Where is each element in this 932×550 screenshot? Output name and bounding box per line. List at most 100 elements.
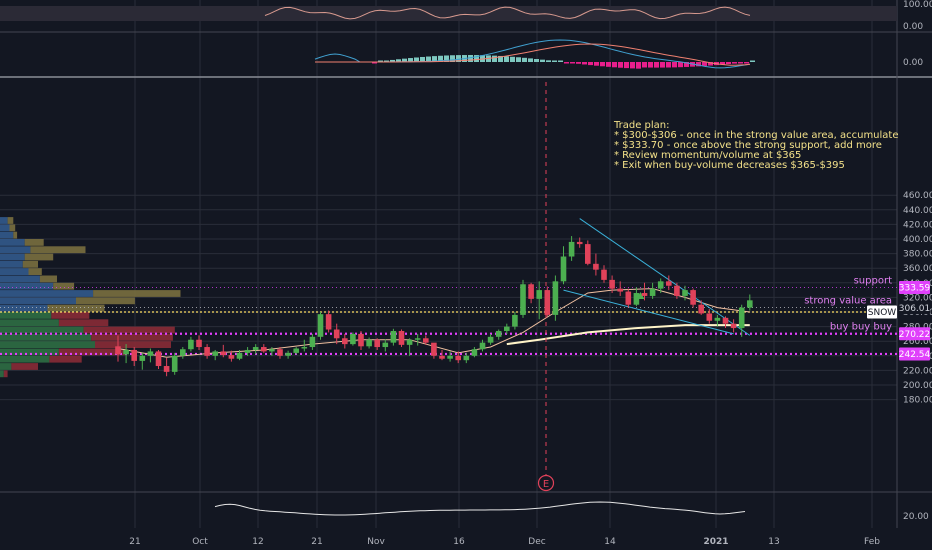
macd-histogram-bar: [606, 62, 611, 67]
macd-histogram-bar: [564, 62, 569, 64]
price-axis-tick: 200.00: [903, 381, 932, 391]
candle-body: [261, 347, 267, 352]
trade-plan-line-3: * Review momentum/volume at $365: [614, 150, 801, 161]
wedge-upper-line: [579, 218, 751, 336]
macd-histogram-bar: [582, 62, 587, 65]
candle-body: [390, 330, 397, 343]
candle-body: [131, 349, 137, 361]
volume-profile-down-bar: [24, 239, 44, 246]
candle-body: [536, 290, 542, 299]
volume-profile-up-bar: [0, 348, 59, 356]
candle-body: [398, 330, 405, 345]
volume-profile-up-bar: [0, 260, 23, 268]
candle-body: [301, 347, 308, 349]
candle-body: [560, 256, 567, 282]
candle-body: [277, 349, 283, 356]
rsi-line: [264, 6, 751, 20]
price-axis-tick: 380.00: [903, 250, 932, 260]
candle-body: [576, 241, 583, 245]
volume-profile-down-bar: [58, 319, 109, 327]
macd-histogram-bar: [444, 55, 449, 62]
earnings-marker[interactable]: E: [537, 82, 555, 492]
macd-histogram-bar: [510, 56, 515, 62]
macd-histogram-bar: [636, 62, 641, 69]
time-axis-tick: 16: [453, 537, 465, 547]
macd-histogram-bar: [612, 62, 617, 68]
volume-profile-up-bar: [0, 268, 29, 275]
macd-histogram-bar: [492, 55, 497, 62]
candle-body: [528, 284, 534, 299]
macd-axis-tick: 0.00: [903, 58, 923, 68]
candle-body: [657, 281, 664, 289]
volume-profile: [0, 217, 181, 378]
earnings-marker-circle[interactable]: [537, 474, 555, 492]
candle-body: [155, 351, 162, 367]
trade-plan-line-2: * $333.70 - once above the strong suppor…: [614, 140, 882, 151]
price-axis-tick: 460.00: [903, 191, 932, 201]
candlestick-series[interactable]: [115, 236, 753, 377]
volume-profile-down-bar: [47, 304, 105, 312]
candle-body: [366, 339, 372, 347]
volume-profile-down-bar: [76, 297, 135, 305]
macd-histogram-bar: [624, 62, 629, 69]
level-badge-text-0: 333.59: [899, 284, 931, 294]
macd-histogram-bar: [720, 62, 725, 65]
volume-profile-down-bar: [49, 355, 82, 363]
volume-profile-up-bar: [0, 239, 25, 246]
candle-body: [374, 339, 380, 348]
trade-plan-note: Trade plan: * $300-$306 - once in the st…: [613, 120, 899, 171]
candle-body: [641, 293, 648, 296]
macd-histogram-bar: [450, 55, 455, 62]
macd-histogram-bar: [498, 55, 503, 62]
level-badge-4: [899, 347, 930, 361]
volume-profile-up-bar: [0, 290, 94, 297]
macd-histogram-bar: [660, 62, 665, 68]
level-badge-text-4: 242.54: [899, 350, 931, 360]
price-axis-tick: 260.00: [903, 337, 932, 347]
volume-profile-up-bar: [0, 282, 54, 290]
level-badge-3: [899, 327, 930, 341]
macd-histogram-bar: [708, 62, 713, 66]
candle-body: [196, 339, 202, 348]
candle-body: [212, 351, 218, 356]
candle-body: [180, 349, 186, 356]
candle-body: [317, 314, 324, 337]
macd-histogram-bar: [738, 62, 743, 64]
level-label-1: strong value area: [804, 296, 892, 307]
candle-body: [285, 352, 291, 356]
candle-body: [163, 366, 170, 372]
volume-profile-up-bar: [0, 341, 95, 348]
candle-body: [333, 329, 340, 339]
candle-body: [139, 355, 146, 361]
macd-histogram-bar: [648, 62, 653, 68]
time-axis-tick: 13: [768, 537, 779, 547]
volume-profile-up-bar: [0, 370, 4, 378]
candle-body: [123, 349, 129, 355]
macd-panel: [314, 39, 755, 69]
volume-profile-down-bar: [58, 348, 126, 356]
candle-body: [325, 314, 332, 330]
volume-profile-down-bar: [30, 246, 86, 254]
volume-profile-down-bar: [9, 224, 16, 232]
volume-profile-down-bar: [83, 326, 175, 334]
trade-plan-title: Trade plan:: [613, 120, 670, 131]
candle-body: [244, 349, 251, 353]
macd-signal-line: [315, 43, 751, 66]
volume-profile-down-bar: [53, 282, 75, 290]
candle-body: [706, 313, 713, 321]
candle-body: [447, 355, 453, 359]
time-axis-tick: Oct: [192, 537, 208, 547]
level-label-0: support: [854, 275, 892, 286]
candle-body: [504, 326, 510, 331]
volume-profile-up-bar: [0, 224, 10, 232]
candle-body: [471, 349, 478, 356]
candle-body: [342, 338, 348, 345]
candle-body: [568, 241, 575, 257]
volume-profile-up-bar: [0, 312, 52, 319]
macd-histogram-bar: [522, 57, 527, 62]
macd-histogram-bar: [588, 62, 593, 66]
candle-body: [674, 285, 680, 296]
time-axis-tick: Nov: [367, 537, 385, 547]
rsi-band: [0, 6, 897, 21]
